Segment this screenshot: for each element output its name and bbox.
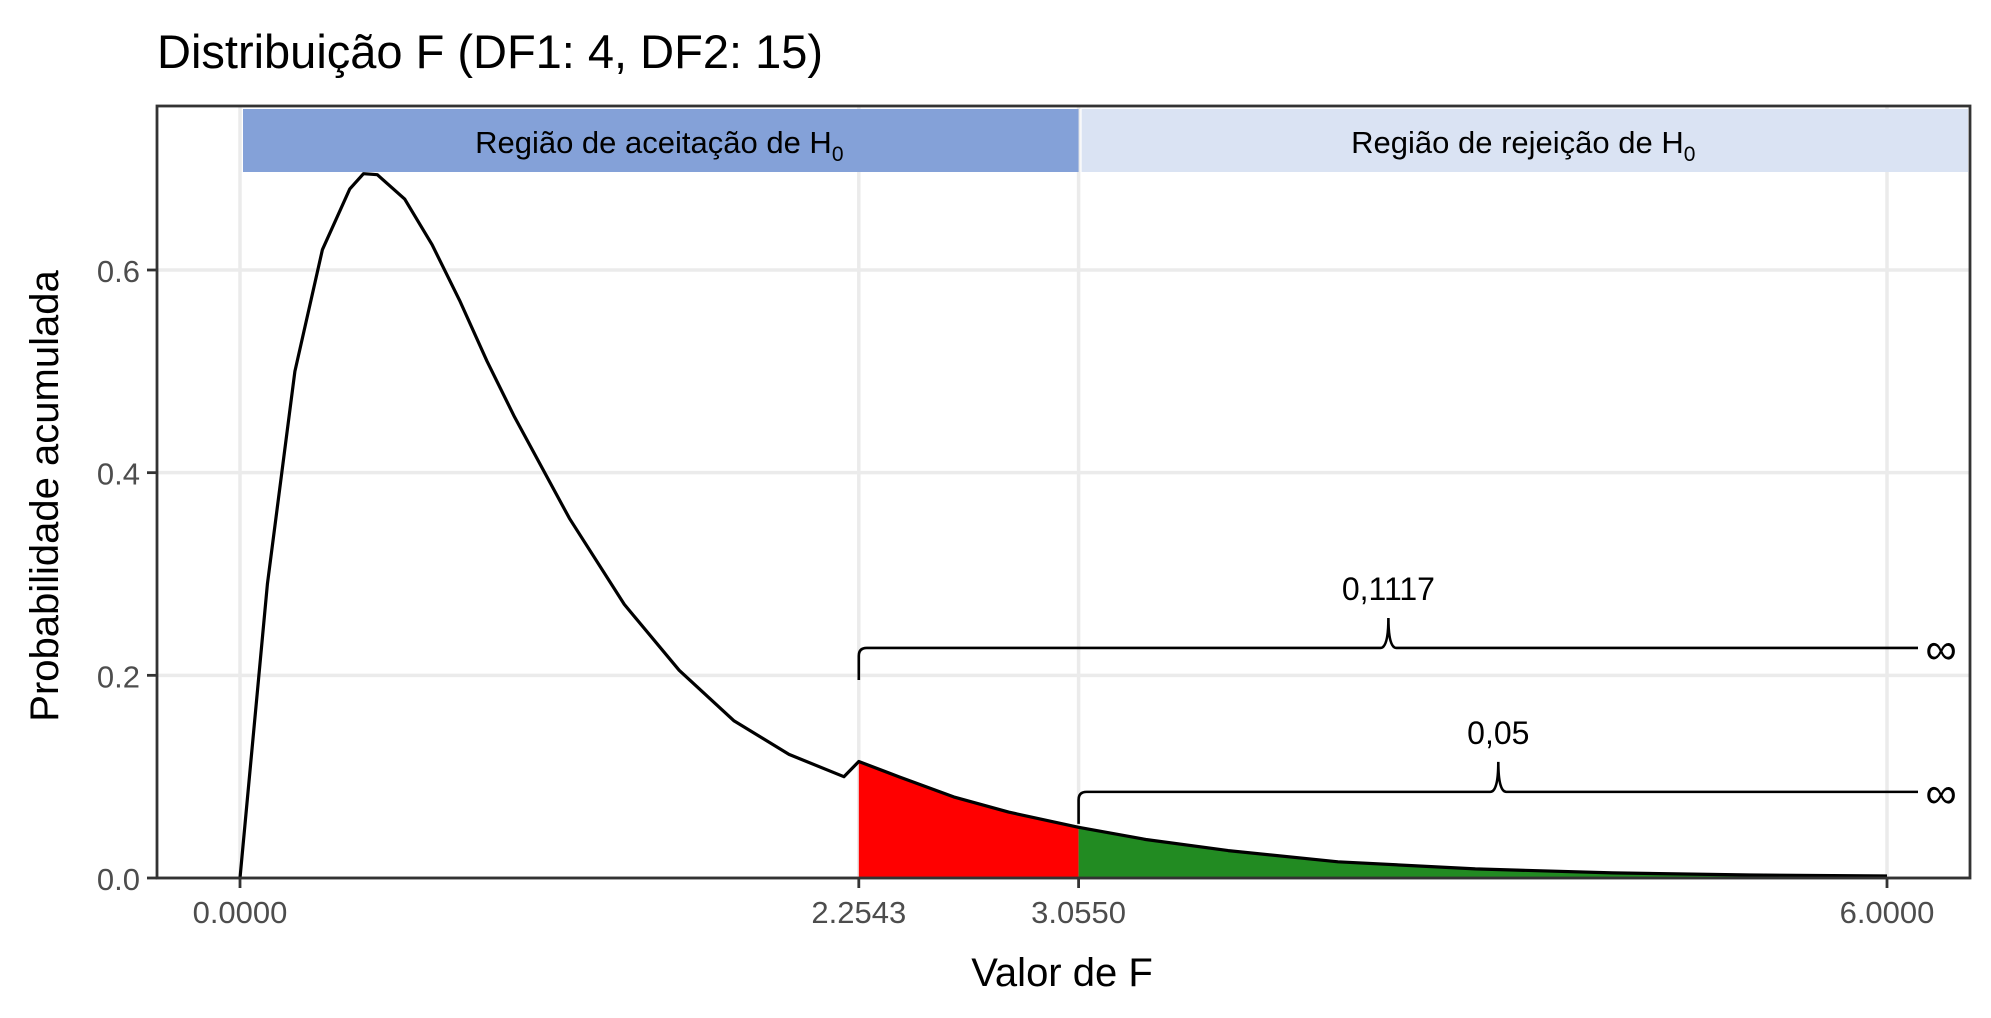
region-band-acceptance	[243, 109, 1079, 172]
y-tick-label: 0.0	[97, 862, 140, 897]
y-tick-label: 0.4	[97, 457, 140, 492]
alpha-area	[1078, 827, 1887, 878]
brace-alpha: 0,05 ∞	[1077, 715, 1957, 824]
chart-title: Distribuição F (DF1: 4, DF2: 15)	[157, 25, 823, 78]
infinity-symbol: ∞	[1925, 769, 1956, 818]
x-tick-label: 0.0000	[193, 895, 288, 930]
f-density-curve	[238, 172, 1888, 879]
y-axis-label: Probabilidade acumulada	[23, 270, 67, 722]
region-label-rejection: Região de rejeição de H0	[1351, 125, 1695, 166]
x-tick-label: 3.0550	[1031, 895, 1126, 930]
brace-line	[857, 617, 1918, 680]
brace-line	[1077, 761, 1918, 824]
x-axis-label: Valor de F	[971, 951, 1153, 995]
region-band-rejection	[1081, 109, 1968, 172]
brace-label: 0,1117	[1342, 571, 1435, 607]
brace-label: 0,05	[1467, 715, 1529, 751]
x-tick-label: 2.2543	[811, 895, 906, 930]
panel-border	[155, 104, 1972, 880]
p-value-area	[858, 761, 1079, 878]
x-tick-label: 6.0000	[1840, 895, 1935, 930]
y-tick-label: 0.2	[97, 659, 140, 694]
region-label-acceptance: Região de aceitação de H0	[475, 125, 843, 166]
infinity-symbol: ∞	[1925, 625, 1956, 674]
plot-panel	[157, 106, 1970, 878]
y-tick-label: 0.6	[97, 254, 140, 289]
brace-p-value: 0,1117 ∞	[857, 571, 1957, 680]
